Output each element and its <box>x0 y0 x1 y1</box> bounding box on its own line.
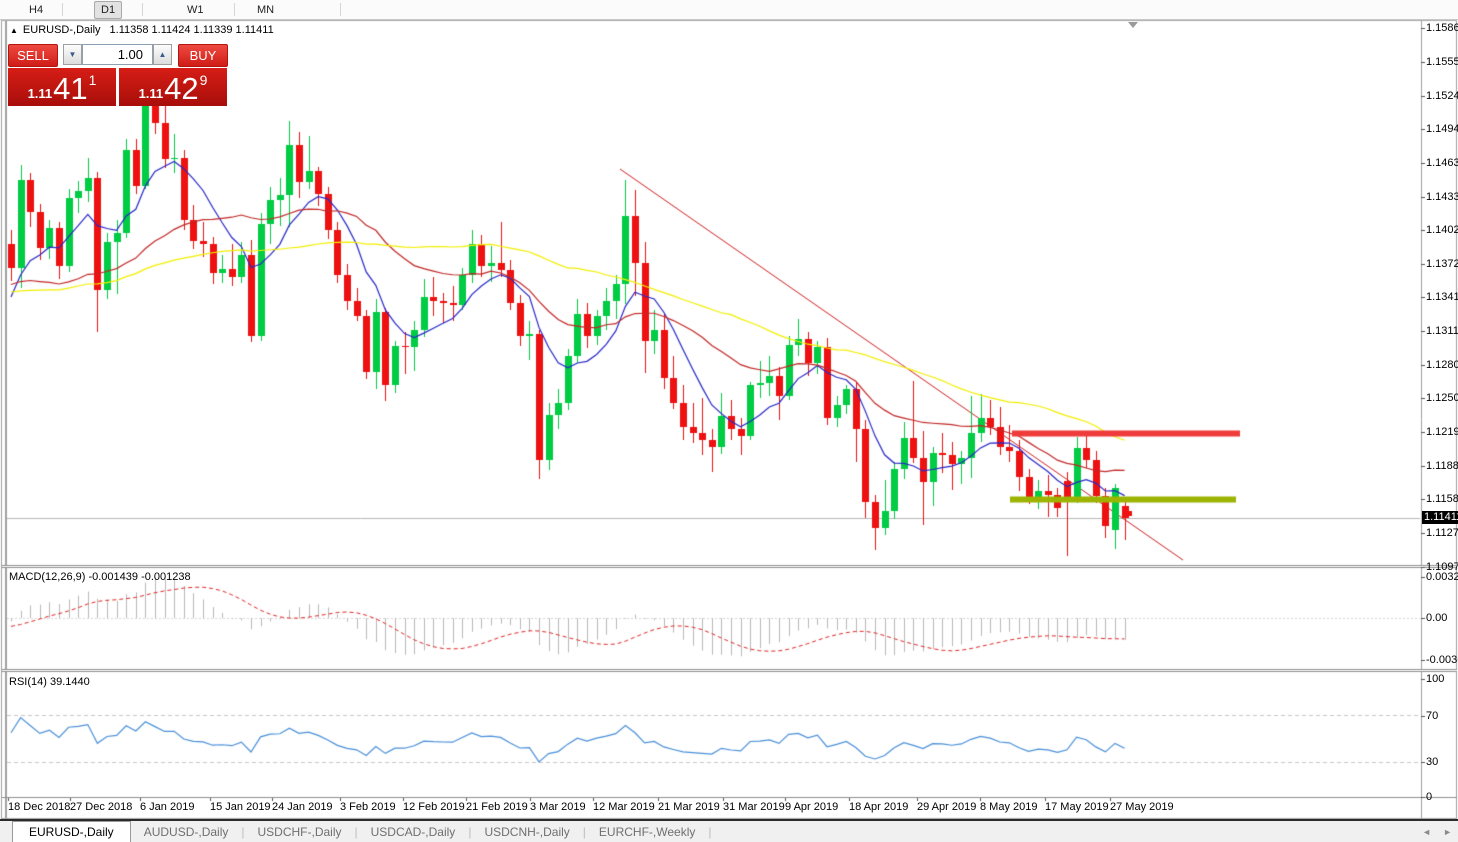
price-axis-label: 1.11885 <box>1426 459 1458 472</box>
sell-price-prefix: 1.11 <box>27 86 53 101</box>
price-axis-label: 1.14940 <box>1426 123 1458 136</box>
rsi-axis-label: 70 <box>1426 710 1439 722</box>
tab-separator: | <box>582 824 586 839</box>
rsi-axis-label: 0 <box>1426 791 1433 803</box>
date-axis-label: 27 Dec 2018 <box>70 801 133 813</box>
date-axis-label: 3 Feb 2019 <box>340 801 396 813</box>
toolbar-separator <box>62 3 63 16</box>
price-axis-label: 1.12195 <box>1426 425 1458 438</box>
date-axis-label: 12 Mar 2019 <box>593 801 655 813</box>
volume-increase-button[interactable]: ▲ <box>153 44 172 65</box>
current-price-marker: 1.11411 <box>1422 511 1458 525</box>
date-axis-label: 24 Jan 2019 <box>272 801 333 813</box>
toolbar-separator <box>234 3 235 16</box>
spin-up-icon: ▲ <box>158 50 167 59</box>
tabs-scroll-left-icon[interactable]: ◄ <box>1422 826 1432 837</box>
price-axis-label: 1.13720 <box>1426 257 1458 270</box>
timeframe-toolbar: H4 D1 W1 MN <box>0 0 1458 20</box>
tabs-scroll-right-icon[interactable]: ► <box>1443 826 1452 837</box>
rsi-axis-label: 100 <box>1426 673 1445 685</box>
sell-button[interactable]: SELL <box>8 44 58 67</box>
volume-input[interactable] <box>82 44 153 65</box>
timeframe-button-w1[interactable]: W1 <box>187 4 204 16</box>
tab-separator: | <box>241 824 245 839</box>
date-axis-label: 29 Apr 2019 <box>917 801 977 813</box>
date-axis-label: 21 Mar 2019 <box>658 801 720 813</box>
sell-price-pip: 1 <box>88 72 97 88</box>
chart-tab-bar: EURUSD-,Daily AUDUSD-,Daily | USDCHF-,Daily… <box>0 819 1458 842</box>
price-axis-label: 1.13110 <box>1426 324 1458 337</box>
chart-symbol-label: EURUSD-,Daily <box>22 24 101 36</box>
timeframe-button-d1[interactable]: D1 <box>94 1 123 19</box>
volume-decrease-button[interactable]: ▼ <box>63 44 82 65</box>
date-axis-label: 18 Dec 2018 <box>8 801 71 813</box>
price-axis-label: 1.14635 <box>1426 156 1458 169</box>
date-axis-label: 6 Jan 2019 <box>140 801 195 813</box>
date-axis-label: 8 May 2019 <box>980 801 1038 813</box>
tab-usdcnh-daily[interactable]: USDCNH-,Daily <box>484 824 570 839</box>
price-axis-label: 1.13415 <box>1426 291 1458 304</box>
price-axis-label: 1.15550 <box>1426 56 1458 69</box>
macd-axis-label: 0.00328 <box>1426 571 1458 583</box>
tab-usdchf-daily[interactable]: USDCHF-,Daily <box>257 824 342 839</box>
sell-price-panel[interactable]: 1.11 41 1 <box>8 68 116 106</box>
chart-ohlc-values: 1.11358 1.11424 1.11339 1.11411 <box>109 24 274 36</box>
date-axis-label: 31 Mar 2019 <box>723 801 785 813</box>
date-axis-label: 27 May 2019 <box>1110 801 1174 813</box>
price-axis-label: 1.14330 <box>1426 190 1458 203</box>
window-expand-icon[interactable]: ▲ <box>10 26 18 35</box>
tab-usdcad-daily[interactable]: USDCAD-,Daily <box>370 824 456 839</box>
date-axis-label: 15 Jan 2019 <box>210 801 271 813</box>
buy-price-prefix: 1.11 <box>138 86 164 101</box>
price-axis-label: 1.15860 <box>1426 22 1458 34</box>
date-axis-label: 17 May 2019 <box>1045 801 1109 813</box>
macd-indicator-label: MACD(12,26,9) -0.001439 -0.001238 <box>9 571 191 583</box>
date-axis-label: 18 Apr 2019 <box>849 801 909 813</box>
buy-button[interactable]: BUY <box>178 44 228 67</box>
price-axis-label: 1.12500 <box>1426 392 1458 405</box>
rsi-indicator-label: RSI(14) 39.1440 <box>9 676 90 688</box>
spin-down-icon: ▼ <box>68 50 77 59</box>
chart-title: ▲ EURUSD-,Daily 1.11358 1.11424 1.11339 1.… <box>10 24 274 36</box>
timeframe-button-mn[interactable]: MN <box>257 4 275 16</box>
date-axis-label: 12 Feb 2019 <box>403 801 465 813</box>
rsi-axis-label: 30 <box>1426 756 1439 768</box>
date-axis-label: 9 Apr 2019 <box>785 801 839 813</box>
tab-separator: | <box>468 824 472 839</box>
tab-audusd-daily[interactable]: AUDUSD-,Daily <box>143 824 229 839</box>
tab-separator: | <box>354 824 358 839</box>
price-axis-label: 1.15245 <box>1426 89 1458 102</box>
tab-eurusd-daily[interactable]: EURUSD-,Daily <box>12 821 131 842</box>
buy-price-panel[interactable]: 1.11 42 9 <box>119 68 227 106</box>
buy-price-big: 42 <box>164 71 199 106</box>
sell-price-big: 41 <box>53 71 88 106</box>
date-axis-label: 21 Feb 2019 <box>466 801 528 813</box>
price-axis-label: 1.11580 <box>1426 493 1458 506</box>
buy-price-pip: 9 <box>199 72 208 88</box>
price-axis-label: 1.12805 <box>1426 358 1458 371</box>
toolbar-separator <box>142 3 143 16</box>
price-axis-label: 1.14025 <box>1426 224 1458 237</box>
toolbar-separator <box>340 3 341 16</box>
macd-axis-label: 0.00 <box>1426 612 1448 624</box>
timeframe-button-h4[interactable]: H4 <box>29 4 44 16</box>
tab-eurchf-weekly[interactable]: EURCHF-,Weekly <box>598 824 696 839</box>
tab-separator: | <box>708 824 712 839</box>
macd-axis-label: -0.00365 <box>1426 654 1458 666</box>
price-axis-label: 1.11275 <box>1426 527 1458 540</box>
chart-end-marker-icon[interactable] <box>1128 22 1138 28</box>
date-axis-label: 3 Mar 2019 <box>530 801 586 813</box>
